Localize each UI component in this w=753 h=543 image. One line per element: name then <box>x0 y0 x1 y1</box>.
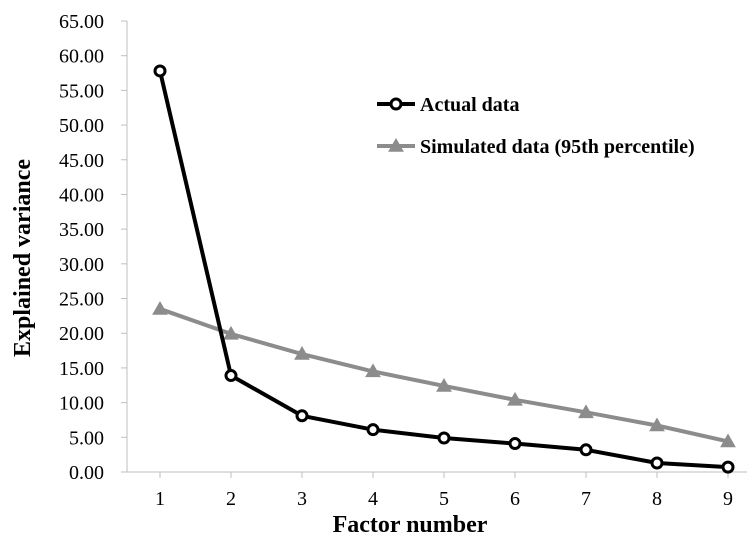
legend-item: Simulated data (95th percentile) <box>377 136 695 158</box>
data-point-circle <box>721 460 735 474</box>
x-tick-label: 6 <box>510 488 520 510</box>
y-tick-label: 65.00 <box>59 11 104 33</box>
y-tick-label: 25.00 <box>59 289 104 311</box>
y-tick-label: 45.00 <box>59 150 104 172</box>
data-point-triangle <box>720 433 736 448</box>
legend-label: Simulated data (95th percentile) <box>420 136 695 158</box>
series-simulated-data <box>152 300 736 448</box>
y-tick-label: 60.00 <box>59 46 104 68</box>
data-point-triangle <box>578 404 594 419</box>
y-tick-label: 55.00 <box>59 80 104 102</box>
data-point-triangle <box>507 391 523 406</box>
y-tick-label: 40.00 <box>59 184 104 206</box>
series-line <box>159 307 729 444</box>
y-tick-label: 30.00 <box>59 254 104 276</box>
data-point-circle <box>579 443 593 457</box>
x-tick-label: 3 <box>297 488 307 510</box>
x-tick-label: 1 <box>155 488 165 510</box>
data-point-triangle <box>436 377 452 392</box>
y-axis-title: Explained variance <box>10 159 36 357</box>
y-tick-label: 0.00 <box>69 462 104 484</box>
y-axis: 0.00 5.00 10.00 15.00 20.00 25.00 30.00 35.00 40… <box>59 11 128 484</box>
series-actual-data <box>153 64 735 474</box>
x-tick-label: 8 <box>652 488 662 510</box>
data-point-circle <box>153 64 167 78</box>
data-point-triangle <box>294 346 310 360</box>
x-tick-label: 7 <box>581 488 591 510</box>
x-axis: 1 2 3 4 5 6 7 8 9 <box>127 471 747 510</box>
data-point-circle <box>224 369 238 383</box>
legend: Actual data Simulated data (95th percenti… <box>377 94 695 158</box>
data-point-triangle <box>388 137 404 152</box>
data-point-circle <box>389 97 403 111</box>
x-tick-label: 5 <box>439 488 449 510</box>
data-point-triangle <box>365 363 381 378</box>
data-point-circle <box>437 431 451 445</box>
data-point-triangle <box>223 325 239 340</box>
data-point-circle <box>650 456 664 470</box>
legend-label: Actual data <box>420 94 519 116</box>
y-tick-label: 5.00 <box>69 427 104 449</box>
data-point-circle <box>366 423 380 437</box>
x-axis-title: Factor number <box>333 512 488 538</box>
x-tick-label: 9 <box>723 488 733 510</box>
data-point-triangle <box>649 417 665 432</box>
data-point-triangle <box>152 300 168 315</box>
legend-item: Actual data <box>377 94 519 116</box>
data-point-circle <box>508 437 522 451</box>
y-tick-label: 15.00 <box>59 358 104 380</box>
x-tick-label: 2 <box>226 488 236 510</box>
data-point-circle <box>295 409 309 423</box>
y-tick-label: 20.00 <box>59 323 104 345</box>
y-tick-label: 35.00 <box>59 219 104 241</box>
x-tick-label: 4 <box>368 488 378 510</box>
series-line <box>158 70 729 470</box>
y-tick-label: 10.00 <box>59 393 104 415</box>
series-layer <box>152 64 736 474</box>
y-tick-label: 50.00 <box>59 115 104 137</box>
